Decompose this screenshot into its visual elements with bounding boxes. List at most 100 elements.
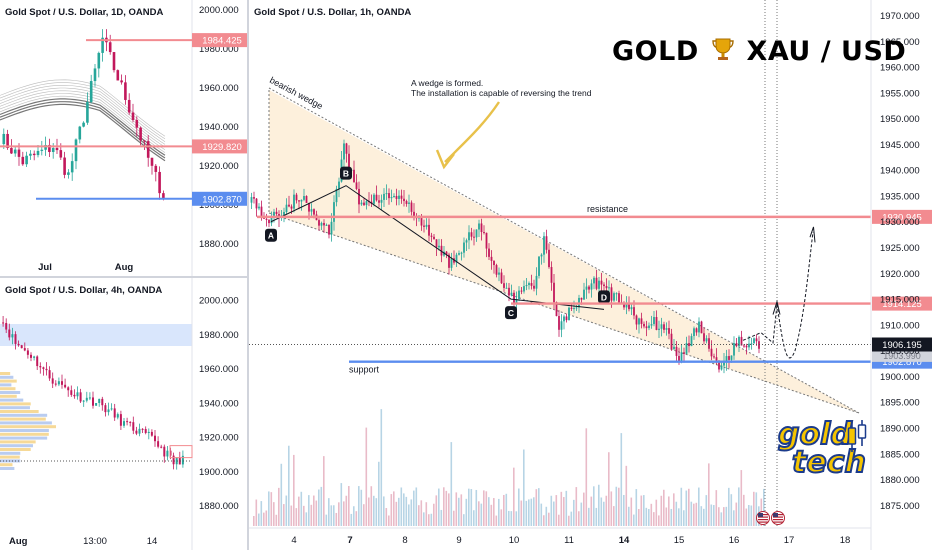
- hourly-y-tick: 1890.000: [880, 424, 920, 435]
- hourly-chart-panel[interactable]: Gold Spot / U.S. Dollar, 1h, OANDA beari…: [249, 0, 932, 550]
- candle-body: [658, 328, 660, 330]
- panel-divider-horizontal[interactable]: [0, 276, 247, 278]
- candle-body: [680, 352, 683, 362]
- candle-body: [585, 286, 588, 290]
- candle-body: [745, 345, 748, 348]
- candle-body: [30, 354, 32, 358]
- candle-body: [290, 206, 293, 209]
- candle-body: [73, 394, 76, 397]
- candle-body: [698, 321, 700, 333]
- hourly-y-tick: 1940.000: [880, 166, 920, 177]
- candle-body: [97, 52, 101, 69]
- candle-body: [508, 287, 510, 296]
- candle-body: [668, 328, 670, 334]
- daily-chart[interactable]: 2000.000 1980.000 1960.000 1940.000 1920.000…: [0, 0, 247, 276]
- candle-body: [445, 251, 448, 255]
- candle-body: [39, 366, 42, 368]
- daily-y-tick: 2000.000: [199, 5, 239, 16]
- candle-body: [588, 286, 590, 290]
- candle-body: [598, 280, 600, 289]
- candle-body: [116, 70, 120, 81]
- candle-body: [320, 222, 323, 226]
- candle-body: [753, 338, 755, 344]
- candle-body: [124, 82, 127, 100]
- projection-arrowheads: [772, 226, 816, 315]
- candle-body: [82, 122, 85, 127]
- candle-body: [378, 200, 380, 203]
- candle-body: [563, 316, 565, 322]
- candle-body: [178, 457, 181, 465]
- candle-body: [485, 232, 488, 249]
- candle-body: [593, 277, 595, 284]
- daily-chart-panel[interactable]: Gold Spot / U.S. Dollar, 1D, OANDA 2000.…: [0, 0, 247, 276]
- candle-body: [263, 217, 265, 219]
- candle-body: [135, 119, 139, 128]
- candle-body: [540, 254, 543, 257]
- us-flag-icon[interactable]: [756, 511, 770, 525]
- candle-body: [505, 287, 508, 289]
- candle-body: [550, 267, 553, 283]
- candle-body: [565, 316, 568, 321]
- hourly-y-tick: 1935.000: [880, 191, 920, 202]
- candle-body: [568, 307, 570, 321]
- resistance-upper-price-label: 1930.945: [882, 212, 922, 223]
- candle-body: [131, 112, 135, 120]
- daily-y-tick: 1940.000: [199, 122, 239, 133]
- hourly-y-tick: 1885.000: [880, 449, 920, 460]
- panel-divider-vertical[interactable]: [247, 0, 249, 550]
- candle-body: [5, 323, 8, 330]
- candle-body: [625, 303, 628, 308]
- candle-body: [705, 338, 708, 342]
- candle-body: [715, 357, 718, 361]
- four-hour-chart[interactable]: 2000.000 1980.000 1960.000 1940.000 1920.000…: [0, 278, 247, 550]
- projection-path: [742, 231, 814, 359]
- current-price-label: 1906.195: [882, 340, 922, 351]
- candle-body: [433, 236, 435, 240]
- candle-body: [495, 265, 498, 275]
- candle-body: [338, 181, 340, 189]
- candle-body: [463, 242, 465, 253]
- daily-y-tick: 1920.000: [199, 161, 239, 172]
- four-hour-y-tick: 1880.000: [199, 501, 239, 512]
- candle-body: [300, 199, 303, 202]
- hourly-y-tick: 1960.000: [880, 63, 920, 74]
- us-flag-icon[interactable]: [771, 511, 785, 525]
- candle-body: [553, 282, 555, 303]
- candle-body: [700, 321, 703, 334]
- candle-body: [498, 272, 500, 275]
- candle-body: [295, 194, 298, 201]
- candle-body: [55, 147, 59, 151]
- brand-title-right: XAU / USD: [746, 36, 907, 67]
- candle-body: [713, 356, 715, 358]
- candle-body: [325, 224, 328, 226]
- candle-body: [154, 435, 156, 442]
- candle-body: [600, 280, 603, 285]
- candle-body: [685, 343, 688, 354]
- candle-body: [138, 428, 141, 434]
- daily-x-tick: Jul: [38, 262, 52, 273]
- hourly-chart[interactable]: bearish wedgeABCD1930.9451914.1251902.87…: [249, 0, 932, 550]
- hourly-y-tick: 1970.000: [880, 11, 920, 22]
- candle-body: [535, 275, 538, 289]
- four-hour-chart-panel[interactable]: Gold Spot / U.S. Dollar, 4h, OANDA 2000.…: [0, 278, 247, 550]
- candle-body: [36, 150, 40, 156]
- goldtech-logo: gold tech: [774, 418, 870, 484]
- candle-body: [101, 398, 104, 406]
- brand-title: GOLD XAU / USD: [612, 36, 906, 67]
- hidden-price-label: 1903.990: [883, 351, 921, 361]
- candle-body: [510, 292, 513, 296]
- candle-body: [32, 153, 36, 156]
- candle-body: [630, 307, 633, 310]
- candle-body: [513, 292, 515, 303]
- candle-body: [78, 126, 82, 140]
- candle-body: [98, 398, 101, 403]
- candle-body: [710, 348, 713, 357]
- candle-body: [488, 248, 490, 257]
- candle-body: [23, 348, 26, 351]
- candle-body: [335, 188, 338, 203]
- candle-body: [518, 290, 520, 299]
- point-label-d: D: [601, 292, 607, 302]
- candle-body: [123, 421, 125, 426]
- candle-body: [655, 317, 658, 330]
- candle-body: [113, 408, 116, 418]
